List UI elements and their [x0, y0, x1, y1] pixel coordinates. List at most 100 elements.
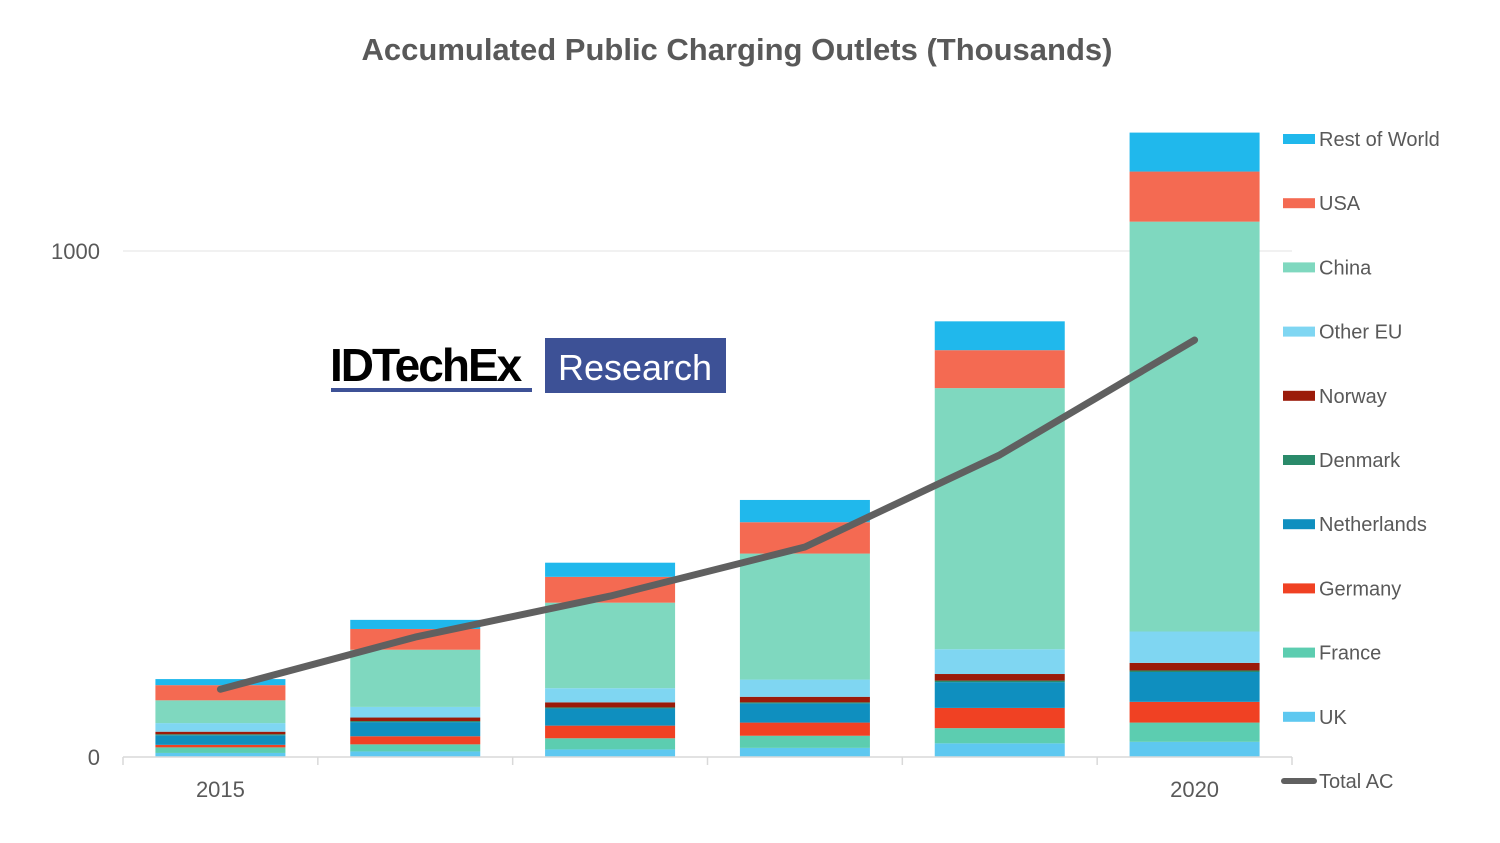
bar-segment-norway	[934, 674, 1065, 681]
legend-label: UK	[1319, 707, 1347, 729]
bar-segment-germany	[739, 722, 870, 736]
legend-label: Rest of World	[1319, 129, 1440, 151]
bar-segment-netherlands	[545, 708, 676, 726]
x-tick-label: 2020	[1170, 777, 1219, 802]
legend-item: USA	[1283, 193, 1361, 215]
bar-segment-netherlands	[350, 722, 481, 737]
bar-segment-uk	[155, 752, 286, 757]
bar-segment-uk	[739, 747, 870, 757]
legend-item: Norway	[1283, 386, 1387, 408]
legend-label: Germany	[1319, 578, 1401, 600]
bar-segment-france	[1129, 722, 1260, 742]
legend-swatch	[1283, 198, 1315, 209]
legend-swatch	[1283, 455, 1315, 465]
legend-item: Germany	[1283, 578, 1401, 600]
bar-segment-usa	[934, 350, 1065, 389]
bar-segment-rest-of-world	[155, 679, 286, 686]
bar-segment-germany	[155, 744, 286, 748]
bar-segment-norway	[350, 717, 481, 722]
bar-stack-2015	[155, 679, 286, 757]
bar-segment-norway	[155, 731, 286, 735]
bar-segment-france	[934, 728, 1065, 744]
bar-segment-other-eu	[545, 688, 676, 703]
bar-segment-usa	[155, 685, 286, 701]
legend-label: Total AC	[1319, 771, 1393, 793]
legend-label: USA	[1319, 193, 1361, 215]
legend-label: Netherlands	[1319, 514, 1427, 536]
logo-underline	[331, 388, 532, 392]
bar-segment-other-eu	[934, 649, 1065, 675]
legend-item: Denmark	[1283, 450, 1401, 472]
bar-segment-norway	[545, 702, 676, 708]
chart-title: Accumulated Public Charging Outlets (Tho…	[362, 32, 1113, 67]
legend-swatch	[1283, 262, 1315, 273]
bar-stack-2016	[350, 619, 481, 757]
bar-segment-china	[350, 649, 481, 707]
line-total-ac	[216, 336, 1199, 693]
bar-segment-denmark	[934, 680, 1065, 683]
bar-stack-2019	[934, 321, 1065, 757]
legend-label: France	[1319, 643, 1381, 665]
legend-label: Other EU	[1319, 322, 1402, 344]
legend-label: China	[1319, 257, 1372, 279]
logo-box	[545, 338, 726, 393]
logo-text-research: Research	[558, 347, 712, 388]
legend-swatch	[1283, 583, 1315, 594]
legend-swatch	[1283, 711, 1315, 722]
logo-text-idtechex: IDTechEx	[330, 339, 523, 391]
bar-segment-usa	[1129, 171, 1260, 222]
idtechex-research-logo: IDTechEx Research	[330, 338, 726, 393]
bar-stack-2020	[1129, 132, 1260, 757]
legend-item: Other EU	[1283, 322, 1402, 344]
y-tick-label: 1000	[51, 239, 100, 264]
bar-segment-france	[350, 744, 481, 752]
bar-segment-netherlands	[739, 703, 870, 723]
legend-item: France	[1283, 643, 1381, 665]
legend-swatch	[1283, 326, 1315, 337]
bar-segment-other-eu	[155, 723, 286, 732]
x-tick-label: 2015	[196, 777, 245, 802]
legend-swatch	[1283, 390, 1315, 401]
bar-segment-germany	[350, 736, 481, 745]
legend-item: UK	[1283, 707, 1347, 729]
legend-label: Denmark	[1319, 450, 1401, 472]
bar-segment-rest-of-world	[934, 321, 1065, 351]
bar-segment-france	[739, 735, 870, 748]
bar-segment-uk	[545, 749, 676, 757]
legend-swatch	[1283, 647, 1315, 658]
bar-segment-netherlands	[1129, 671, 1260, 702]
bar-segment-denmark	[1129, 670, 1260, 672]
bar-segment-other-eu	[739, 679, 870, 697]
legend-item: Netherlands	[1283, 514, 1427, 536]
bar-segment-france	[545, 738, 676, 750]
bar-segment-other-eu	[350, 706, 481, 718]
legend-label: Norway	[1319, 386, 1387, 408]
bar-segment-netherlands	[934, 682, 1065, 708]
bar-segment-rest-of-world	[739, 499, 870, 523]
bar-segment-norway	[739, 696, 870, 703]
bar-segment-other-eu	[1129, 631, 1260, 663]
bar-segment-germany	[934, 707, 1065, 729]
legend-item: Rest of World	[1283, 129, 1440, 151]
bar-segment-denmark	[155, 734, 286, 736]
bar-segment-netherlands	[155, 735, 286, 745]
bar-segment-denmark	[545, 707, 676, 709]
bar-segment-uk	[934, 743, 1065, 757]
bar-stack-2017	[545, 562, 676, 757]
bar-segment-denmark	[350, 721, 481, 723]
bar-segment-germany	[1129, 701, 1260, 723]
bar-segment-china	[1129, 221, 1260, 632]
bar-stack-2018	[739, 499, 870, 757]
bar-segment-rest-of-world	[1129, 132, 1260, 172]
legend-item: Total AC	[1281, 771, 1393, 793]
y-tick-label: 0	[88, 745, 100, 770]
bar-segment-china	[545, 602, 676, 689]
bar-segment-uk	[1129, 741, 1260, 757]
bar-segment-rest-of-world	[545, 562, 676, 577]
legend-swatch	[1283, 519, 1315, 530]
bar-segment-uk	[350, 751, 481, 757]
bar-segment-rest-of-world	[350, 619, 481, 629]
bar-segment-norway	[1129, 662, 1260, 671]
bar-segment-china	[739, 553, 870, 680]
